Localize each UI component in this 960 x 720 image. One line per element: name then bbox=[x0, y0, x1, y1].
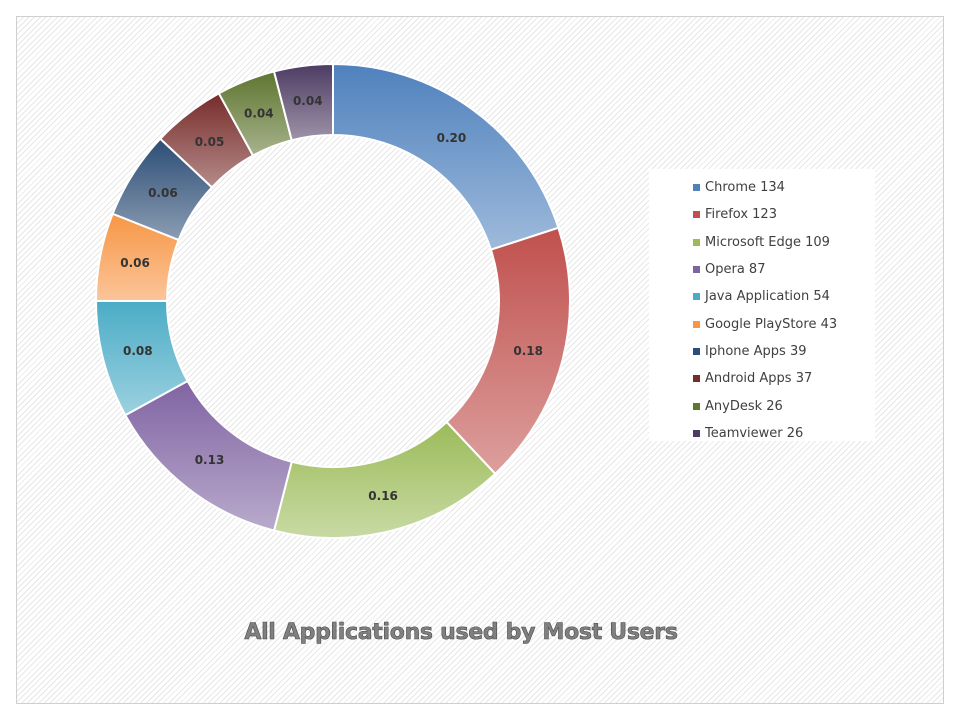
legend-label: Iphone Apps 39 bbox=[705, 343, 807, 359]
legend-item: Firefox 123 bbox=[693, 201, 875, 228]
legend-item: Java Application 54 bbox=[693, 283, 875, 310]
legend-item: AnyDesk 26 bbox=[693, 392, 875, 419]
legend-swatch bbox=[693, 184, 700, 192]
legend-label: Teamviewer 26 bbox=[705, 425, 804, 441]
donut-chart: 0.20 0.18 0.16 0.13 0.08 0.06 0.06 0.05 0.04 0.04 bbox=[94, 62, 571, 539]
slice-data-label: 0.13 bbox=[195, 453, 225, 467]
slice-data-label: 0.04 bbox=[244, 107, 274, 121]
slice-data-label: 0.05 bbox=[195, 135, 225, 149]
legend-swatch bbox=[693, 375, 700, 383]
legend-swatch bbox=[693, 402, 700, 410]
legend-swatch bbox=[693, 266, 700, 274]
legend-swatch bbox=[693, 320, 700, 328]
slice-data-label: 0.06 bbox=[148, 186, 178, 200]
legend-item: Opera 87 bbox=[693, 256, 875, 283]
legend-label: Android Apps 37 bbox=[705, 371, 813, 387]
legend-item: Chrome 134 bbox=[693, 174, 875, 201]
legend-item: Android Apps 37 bbox=[693, 365, 875, 392]
legend-swatch bbox=[693, 211, 700, 219]
legend-label: Firefox 123 bbox=[705, 207, 777, 223]
slice-data-label: 0.08 bbox=[123, 344, 153, 358]
legend-label: Opera 87 bbox=[705, 262, 766, 278]
legend-label: Google PlayStore 43 bbox=[705, 316, 838, 332]
legend-label: Java Application 54 bbox=[705, 289, 830, 305]
slice-data-label: 0.20 bbox=[437, 131, 467, 145]
donut-slice bbox=[272, 420, 497, 539]
slice-data-label: 0.16 bbox=[368, 489, 398, 503]
legend-label: AnyDesk 26 bbox=[705, 398, 783, 414]
slice-data-label: 0.06 bbox=[120, 256, 150, 270]
slice-data-label: 0.18 bbox=[513, 344, 543, 358]
legend-item: Google PlayStore 43 bbox=[693, 310, 875, 337]
legend-swatch bbox=[693, 293, 700, 301]
legend: Chrome 134 Firefox 123 Microsoft Edge 109 O… bbox=[649, 169, 875, 441]
legend-swatch bbox=[693, 347, 700, 355]
legend-swatch bbox=[693, 238, 700, 246]
legend-item: Microsoft Edge 109 bbox=[693, 229, 875, 256]
legend-label: Chrome 134 bbox=[705, 180, 785, 196]
legend-swatch bbox=[693, 429, 700, 437]
legend-label: Microsoft Edge 109 bbox=[705, 234, 830, 250]
slice-data-label: 0.04 bbox=[293, 94, 323, 108]
legend-item: Teamviewer 26 bbox=[693, 420, 875, 447]
chart-title: All Applications used by Most Users bbox=[244, 620, 678, 646]
chart-area: 0.20 0.18 0.16 0.13 0.08 0.06 0.06 0.05 0.04 0.04… bbox=[16, 16, 944, 704]
legend-item: Iphone Apps 39 bbox=[693, 338, 875, 365]
donut-slice bbox=[272, 62, 334, 142]
donut-slice bbox=[445, 226, 571, 476]
donut-slice bbox=[332, 62, 560, 251]
